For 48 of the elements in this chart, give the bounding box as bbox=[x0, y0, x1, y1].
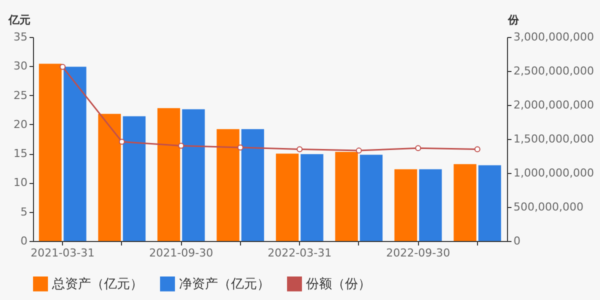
bar bbox=[98, 114, 121, 241]
bar bbox=[64, 66, 86, 241]
y-tick-label: 0 bbox=[20, 234, 28, 248]
y2-tick-label: 1,000,000,000 bbox=[514, 166, 594, 180]
bar bbox=[478, 165, 502, 241]
point bbox=[237, 144, 244, 150]
y-tick-label: 10 bbox=[14, 176, 28, 190]
bar bbox=[454, 164, 476, 241]
x-tick-label: 2021-09-30 bbox=[149, 246, 214, 260]
x-tick-label: 2021-03-31 bbox=[30, 246, 95, 260]
y2-tick-label: 3,000,000,000 bbox=[514, 30, 594, 44]
y2-tick-label: 2,500,000,000 bbox=[514, 64, 594, 78]
point bbox=[356, 148, 362, 154]
point bbox=[60, 64, 66, 70]
bar bbox=[335, 152, 358, 241]
bar bbox=[241, 129, 264, 241]
y2-tick-label: 1,500,000,000 bbox=[514, 132, 594, 146]
bar bbox=[38, 64, 62, 241]
y-tick-label: 5 bbox=[20, 205, 28, 218]
y-tick-label: 35 bbox=[14, 30, 28, 44]
bar bbox=[157, 108, 180, 241]
legend-label: 总资产（亿元） bbox=[51, 276, 143, 292]
bar bbox=[300, 154, 324, 241]
legend-label: 份额（份） bbox=[306, 276, 371, 292]
y-tick-label: 25 bbox=[14, 88, 28, 102]
y2-tick-label: 2,000,000,000 bbox=[514, 98, 594, 112]
bar bbox=[394, 169, 418, 241]
x-tick-label: 2022-09-30 bbox=[386, 246, 450, 260]
bar bbox=[276, 154, 299, 241]
point bbox=[296, 146, 303, 152]
bar bbox=[216, 129, 240, 241]
y-tick-label: 15 bbox=[14, 147, 28, 160]
y-tick-label: 30 bbox=[14, 60, 28, 73]
bar bbox=[360, 154, 383, 241]
y2-tick-label: 500,000,000 bbox=[514, 200, 584, 214]
point bbox=[118, 138, 125, 145]
x-tick-label: 2022-03-31 bbox=[268, 246, 332, 260]
bar bbox=[182, 109, 205, 241]
bar bbox=[419, 169, 442, 241]
point bbox=[178, 142, 184, 149]
y2-axis-title: 份 bbox=[507, 14, 520, 26]
y-axis-title: 亿元 bbox=[8, 14, 30, 26]
bar bbox=[122, 116, 146, 241]
y2-tick-label: 0 bbox=[514, 234, 520, 248]
y-tick-label: 20 bbox=[14, 118, 28, 131]
point bbox=[415, 145, 422, 152]
legend-label: 净资产（亿元） bbox=[179, 276, 270, 292]
point bbox=[474, 146, 480, 152]
